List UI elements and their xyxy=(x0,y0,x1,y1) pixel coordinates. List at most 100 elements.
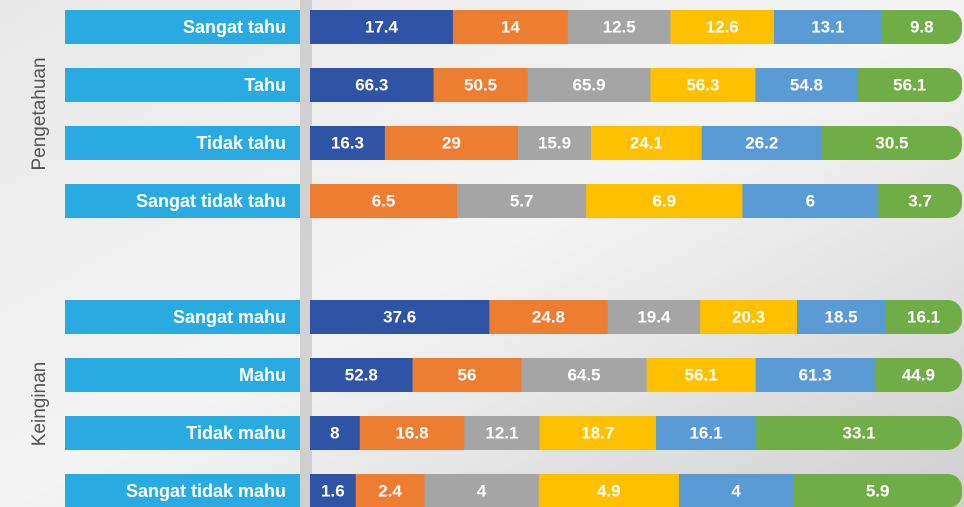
row xyxy=(310,126,962,160)
bar-segment xyxy=(424,474,540,507)
bar-segment xyxy=(670,10,775,44)
bar-segment xyxy=(464,416,541,450)
bar-segment xyxy=(756,416,962,450)
category-label: Tahu xyxy=(244,75,286,95)
group-label: Pengetahuan xyxy=(29,57,50,170)
bar-segment xyxy=(650,68,756,102)
value-label: 52.8 xyxy=(345,365,378,384)
value-label: 16.1 xyxy=(689,423,722,442)
bar-segment xyxy=(412,358,522,392)
value-label: 37.6 xyxy=(383,307,416,326)
row xyxy=(310,474,962,507)
bar-segment xyxy=(539,416,657,450)
bar-segment xyxy=(310,300,490,334)
category-box xyxy=(65,68,300,102)
bar-segment xyxy=(742,184,879,218)
bar-segment xyxy=(521,358,648,392)
bar-segment xyxy=(755,358,876,392)
bar-segment xyxy=(586,184,743,218)
value-label: 4 xyxy=(477,481,487,500)
value-label: 56.3 xyxy=(686,75,719,94)
value-label: 18.7 xyxy=(581,423,614,442)
bar-segment xyxy=(489,300,609,334)
category-box xyxy=(65,416,300,450)
value-label: 44.9 xyxy=(902,365,935,384)
bar-segment xyxy=(793,474,962,507)
value-label: 6.9 xyxy=(652,191,676,210)
bar-segment xyxy=(885,300,962,334)
category-label: Sangat tidak mahu xyxy=(126,481,286,501)
value-label: 5.9 xyxy=(866,481,890,500)
value-label: 26.2 xyxy=(745,133,778,152)
value-label: 16.1 xyxy=(907,307,940,326)
value-label: 61.3 xyxy=(799,365,832,384)
bar-segment xyxy=(310,184,458,218)
value-label: 18.5 xyxy=(825,307,858,326)
bar-segment xyxy=(857,68,962,102)
bar-segment xyxy=(452,10,569,44)
bar-segment xyxy=(433,68,529,102)
value-label: 12.1 xyxy=(485,423,518,442)
value-label: 16.3 xyxy=(331,133,364,152)
value-label: 2.4 xyxy=(378,481,402,500)
value-label: 56 xyxy=(458,365,477,384)
row xyxy=(310,10,962,44)
bar-segment xyxy=(655,416,757,450)
category-label: Mahu xyxy=(239,365,286,385)
value-label: 30.5 xyxy=(875,133,908,152)
bar-segment xyxy=(607,300,701,334)
bar-segment xyxy=(310,10,454,44)
value-label: 64.5 xyxy=(567,365,600,384)
bar-segment xyxy=(310,126,386,160)
row xyxy=(310,416,962,450)
bar-segment xyxy=(310,474,357,507)
category-box xyxy=(65,126,300,160)
bar-segment xyxy=(384,126,519,160)
value-label: 65.9 xyxy=(572,75,605,94)
value-label: 4 xyxy=(731,481,741,500)
value-label: 5.7 xyxy=(510,191,534,210)
value-label: 15.9 xyxy=(538,133,571,152)
bar-segment xyxy=(700,300,798,334)
value-label: 8 xyxy=(330,423,339,442)
value-label: 33.1 xyxy=(842,423,875,442)
category-box xyxy=(65,358,300,392)
row xyxy=(310,184,962,218)
value-label: 16.8 xyxy=(395,423,428,442)
bar-segment xyxy=(457,184,587,218)
value-label: 13.1 xyxy=(811,17,844,36)
value-label: 12.5 xyxy=(603,17,636,36)
value-label: 9.8 xyxy=(910,17,934,36)
bar-segment xyxy=(773,10,883,44)
bar-segment xyxy=(874,358,962,392)
row xyxy=(310,300,962,334)
category-label: Sangat tidak tahu xyxy=(136,191,286,211)
value-label: 12.6 xyxy=(706,17,739,36)
value-label: 3.7 xyxy=(908,191,932,210)
bar-segment xyxy=(821,126,962,160)
value-label: 56.1 xyxy=(893,75,926,94)
category-label: Tidak tahu xyxy=(196,133,286,153)
category-box xyxy=(65,184,300,218)
bar-segment xyxy=(355,474,425,507)
divider xyxy=(300,0,312,507)
bar-segment xyxy=(591,126,703,160)
value-label: 6 xyxy=(806,191,815,210)
value-label: 24.1 xyxy=(630,133,663,152)
value-label: 29 xyxy=(442,133,461,152)
category-label: Sangat tahu xyxy=(183,17,286,37)
bar-segment xyxy=(878,184,962,218)
category-box xyxy=(65,300,300,334)
value-label: 14 xyxy=(501,17,520,36)
value-label: 1.6 xyxy=(321,481,345,500)
value-label: 19.4 xyxy=(637,307,671,326)
value-label: 56.1 xyxy=(685,365,718,384)
category-label: Sangat mahu xyxy=(173,307,286,327)
bar-segment xyxy=(310,68,435,102)
value-label: 54.8 xyxy=(790,75,823,94)
bar-segment xyxy=(755,68,858,102)
bar-segment xyxy=(538,474,680,507)
bar-segment xyxy=(310,416,361,450)
bar-segment xyxy=(310,358,414,392)
